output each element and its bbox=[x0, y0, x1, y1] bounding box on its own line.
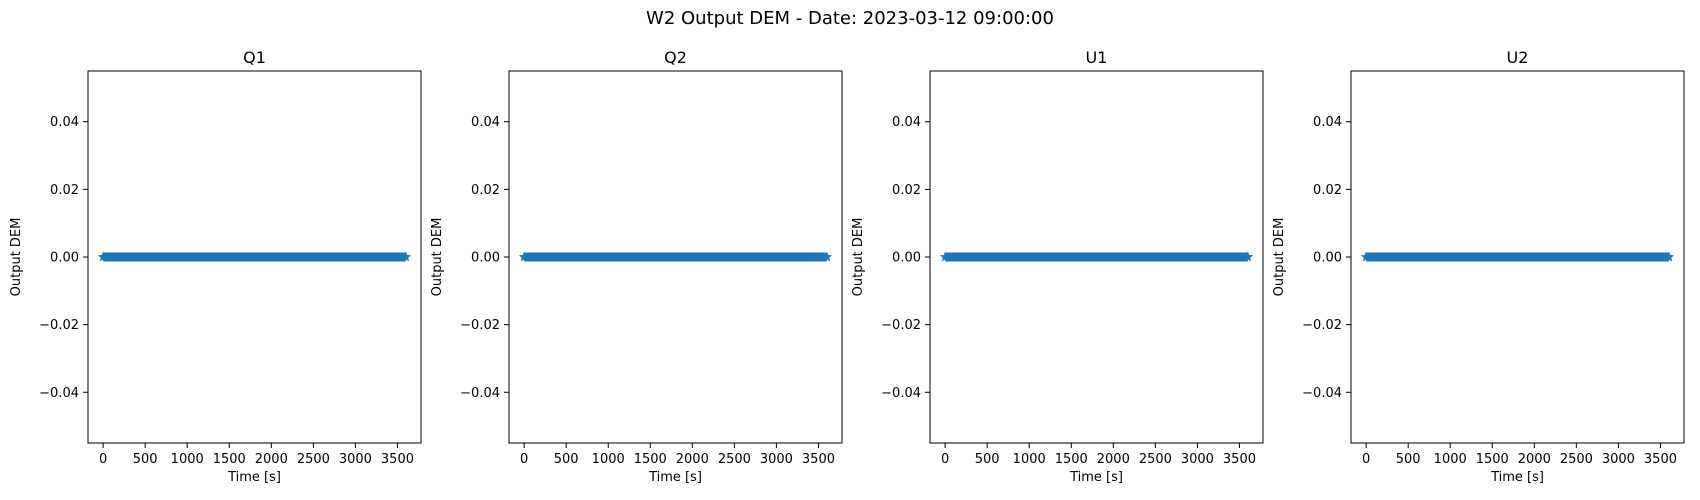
y-tick-label: −0.04 bbox=[881, 386, 921, 401]
y-tick-label: −0.02 bbox=[1302, 318, 1342, 333]
data-point-star bbox=[1242, 251, 1254, 262]
x-tick-label: 1000 bbox=[592, 452, 625, 467]
panel-title: U2 bbox=[1507, 48, 1529, 67]
x-tick-label: 0 bbox=[99, 452, 107, 467]
x-tick-label: 0 bbox=[1362, 452, 1370, 467]
y-tick-label: −0.04 bbox=[39, 386, 79, 401]
x-tick-label: 500 bbox=[1396, 452, 1421, 467]
x-tick-label: 3500 bbox=[1644, 452, 1677, 467]
x-axis-label: Time [s] bbox=[1490, 470, 1544, 485]
x-tick-label: 3500 bbox=[381, 452, 414, 467]
x-tick-label: 2000 bbox=[676, 452, 709, 467]
data-point-star bbox=[97, 251, 109, 262]
x-tick-label: 2500 bbox=[1560, 452, 1593, 467]
x-axis-label: Time [s] bbox=[227, 470, 281, 485]
x-tick-label: 2500 bbox=[297, 452, 330, 467]
data-point-star bbox=[1360, 251, 1372, 262]
y-tick-label: 0.04 bbox=[50, 115, 79, 130]
data-point-star bbox=[1663, 251, 1675, 262]
y-tick-label: 0.04 bbox=[1313, 115, 1342, 130]
y-tick-label: 0.00 bbox=[50, 251, 79, 266]
y-tick-label: 0.02 bbox=[1313, 183, 1342, 198]
y-tick-label: −0.04 bbox=[1302, 386, 1342, 401]
y-tick-label: −0.02 bbox=[39, 318, 79, 333]
y-axis-label: Output DEM bbox=[430, 218, 445, 297]
x-tick-label: 2000 bbox=[1518, 452, 1551, 467]
x-tick-label: 2000 bbox=[1097, 452, 1130, 467]
x-tick-label: 1500 bbox=[634, 452, 667, 467]
x-tick-label: 1500 bbox=[213, 452, 246, 467]
x-tick-label: 1500 bbox=[1055, 452, 1088, 467]
y-tick-label: −0.02 bbox=[460, 318, 500, 333]
panel-title: U1 bbox=[1086, 48, 1108, 67]
x-tick-label: 3000 bbox=[1181, 452, 1214, 467]
chart-panel-u2: 0 500 1000 1500 2000 2500 3000 3500 −0.04 −0.02 0.… bbox=[1272, 48, 1685, 485]
x-tick-label: 500 bbox=[975, 452, 1000, 467]
data-point-star bbox=[518, 251, 530, 262]
chart-panel-q1: 0 500 1000 1500 2000 2500 3000 3500 −0.04 −0.02 0.… bbox=[9, 48, 422, 485]
panel-title: Q1 bbox=[243, 48, 266, 67]
x-tick-label: 2000 bbox=[255, 452, 288, 467]
y-tick-label: 0.00 bbox=[1313, 251, 1342, 266]
x-tick-label: 3000 bbox=[1602, 452, 1635, 467]
data-point-star bbox=[821, 251, 833, 262]
data-point-star bbox=[939, 251, 951, 262]
y-tick-label: 0.00 bbox=[892, 251, 921, 266]
x-axis-label: Time [s] bbox=[648, 470, 702, 485]
x-tick-label: 1000 bbox=[1013, 452, 1046, 467]
x-tick-label: 1000 bbox=[1434, 452, 1467, 467]
x-tick-label: 2500 bbox=[1139, 452, 1172, 467]
chart-panel-q2: 0 500 1000 1500 2000 2500 3000 3500 −0.04 −0.02 0.… bbox=[430, 48, 843, 485]
x-tick-label: 3500 bbox=[802, 452, 835, 467]
y-axis-label: Output DEM bbox=[9, 218, 24, 297]
panel-title: Q2 bbox=[664, 48, 687, 67]
x-tick-label: 1500 bbox=[1476, 452, 1509, 467]
y-tick-label: −0.04 bbox=[460, 386, 500, 401]
x-tick-label: 0 bbox=[941, 452, 949, 467]
x-tick-label: 0 bbox=[520, 452, 528, 467]
x-tick-label: 1000 bbox=[171, 452, 204, 467]
chart-panel-u1: 0 500 1000 1500 2000 2500 3000 3500 −0.04 −0.02 0.… bbox=[851, 48, 1264, 485]
x-tick-label: 3500 bbox=[1223, 452, 1256, 467]
x-axis-label: Time [s] bbox=[1069, 470, 1123, 485]
x-tick-label: 2500 bbox=[718, 452, 751, 467]
figure-title: W2 Output DEM - Date: 2023-03-12 09:00:0… bbox=[646, 8, 1054, 29]
y-tick-label: −0.02 bbox=[881, 318, 921, 333]
x-tick-label: 500 bbox=[133, 452, 158, 467]
y-tick-label: 0.02 bbox=[892, 183, 921, 198]
y-axis-label: Output DEM bbox=[851, 218, 866, 297]
x-tick-label: 3000 bbox=[339, 452, 372, 467]
y-tick-label: 0.04 bbox=[892, 115, 921, 130]
y-axis-label: Output DEM bbox=[1272, 218, 1287, 297]
x-tick-label: 3000 bbox=[760, 452, 793, 467]
y-tick-label: 0.00 bbox=[471, 251, 500, 266]
x-tick-label: 500 bbox=[554, 452, 579, 467]
y-tick-label: 0.02 bbox=[471, 183, 500, 198]
data-point-star bbox=[400, 251, 412, 262]
y-tick-label: 0.04 bbox=[471, 115, 500, 130]
y-tick-label: 0.02 bbox=[50, 183, 79, 198]
